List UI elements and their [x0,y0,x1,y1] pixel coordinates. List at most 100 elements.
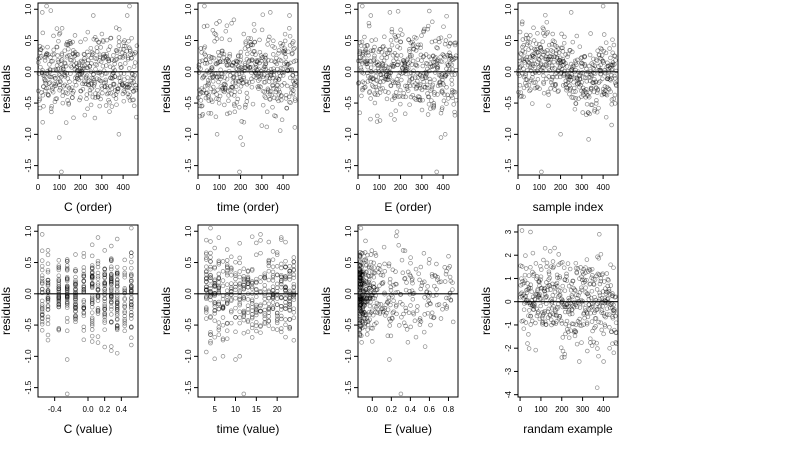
data-point [543,63,549,68]
data-point [398,39,403,44]
data-point [367,312,372,317]
data-point [360,307,366,312]
data-point [407,102,412,107]
data-point [436,72,442,78]
data-point [205,90,210,95]
data-point [76,60,82,66]
y-tick-label: -1.5 [184,158,193,172]
data-point [243,39,248,45]
data-point [64,259,70,264]
data-point [418,52,424,58]
data-point [429,86,435,92]
data-point [204,316,209,321]
data-point [553,51,559,56]
data-point [452,40,457,46]
data-point [89,284,95,290]
data-point [129,325,134,330]
data-point [526,346,532,351]
data-point [399,65,405,71]
data-point [532,296,537,302]
data-point [357,311,363,317]
data-point [364,269,369,275]
data-point [129,271,134,277]
data-point [360,3,365,9]
data-point [610,37,615,42]
data-point [360,319,365,324]
data-point [122,310,127,316]
data-point [80,59,85,65]
data-point [361,282,367,287]
data-point [544,264,549,270]
data-point [196,62,202,68]
x-tick-label: 300 [255,183,269,192]
data-point [284,63,290,69]
data-point [109,274,114,279]
data-point [61,66,66,72]
data-point [403,308,409,314]
data-point [72,66,78,72]
data-point [36,88,41,94]
data-point [210,28,216,33]
data-point [528,64,533,70]
data-point [262,275,267,281]
data-point [266,239,272,245]
data-point [283,296,288,301]
data-point [254,308,259,314]
data-point [433,54,438,60]
data-point [89,266,95,271]
data-point [283,239,288,245]
data-point [364,299,370,305]
data-point [217,53,222,58]
data-point [227,54,232,59]
data-point [279,278,284,283]
data-point [385,51,390,56]
data-point [56,297,62,303]
data-point [207,75,213,81]
data-point [358,282,363,287]
data-point [64,274,70,280]
data-point [102,84,108,90]
data-point [220,59,226,65]
data-point [540,39,545,44]
data-point [290,73,296,78]
data-point [358,278,364,284]
data-point [84,65,89,70]
data-point [73,281,78,286]
data-point [212,277,217,282]
data-point [595,86,601,92]
x-tick-label: 5 [212,405,217,414]
data-point [417,73,423,78]
data-point [266,260,272,266]
data-point [385,74,390,80]
data-point [547,68,552,73]
data-point [266,79,272,84]
data-point [39,328,45,333]
data-point [367,296,373,302]
data-point [537,45,543,50]
data-point [108,64,113,70]
data-point [50,58,55,64]
data-point [56,326,62,331]
data-point [399,257,405,263]
data-point [53,75,58,81]
data-point [199,50,204,55]
data-point [129,250,134,256]
y-tick-label: -0.5 [184,318,193,332]
data-point [538,274,544,279]
data-point [359,93,364,99]
data-point [408,94,414,100]
data-point [373,84,379,90]
data-point [206,93,212,98]
data-point [518,94,523,99]
data-point [589,288,595,294]
data-point [388,284,394,290]
data-point [216,285,222,290]
data-point [102,303,107,309]
data-point [283,284,288,290]
data-point [357,331,363,337]
data-point [289,85,294,90]
data-point [362,43,367,49]
data-point [233,315,238,320]
data-point [283,285,288,290]
data-point [547,59,553,65]
